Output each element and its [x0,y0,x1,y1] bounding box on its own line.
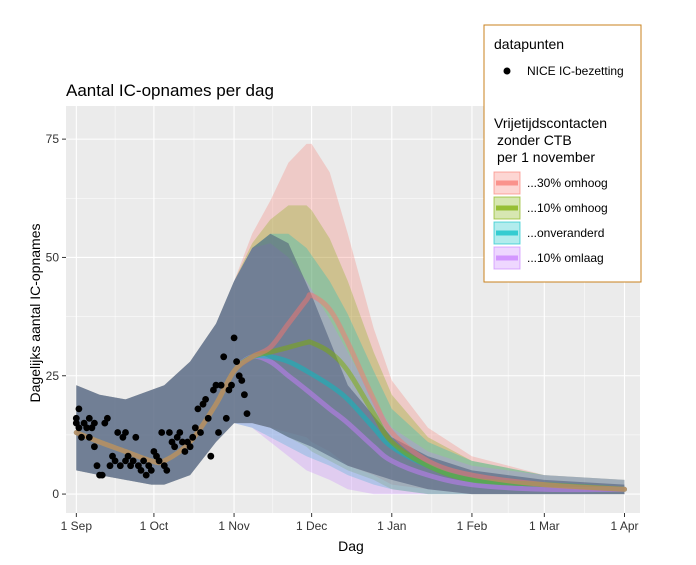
data-point [106,462,114,470]
chart-title: Aantal IC-opnames per dag [66,81,274,100]
data-point [147,467,155,474]
data-point [171,443,179,451]
data-point [191,424,199,432]
x-tick-label: 1 Mar [529,519,560,533]
data-point [207,452,215,460]
data-point [85,433,93,441]
x-tick-label: 1 Sep [61,519,93,533]
data-point [181,448,189,455]
data-point [212,381,220,389]
data-point [179,438,186,446]
data-point [140,457,148,465]
data-point [75,424,83,432]
data-point [189,433,197,441]
data-point [220,353,228,361]
data-point [72,414,80,422]
data-point [158,429,166,436]
x-axis-title: Dag [338,538,364,554]
data-point [111,457,119,465]
observed-points [72,334,251,479]
data-point [137,467,145,474]
legend-scenario-title-line1: Vrijetijdscontacten [494,115,607,131]
data-point [91,419,98,427]
y-tick-label: 50 [46,250,60,264]
x-tick-label: 1 Nov [218,519,249,533]
legend-key-label: ...10% omlaag [527,251,604,265]
x-axis-ticks: 1 Sep 1 Oct 1 Nov 1 Dec 1 Jan 1 Feb 1 Mar 1 Apr [61,513,639,533]
legend-key-label: ...onveranderd [527,226,604,240]
x-tick-label: 1 Dec [296,519,327,533]
legend-point-key [503,67,511,75]
legend-key-label: ...30% omhoog [527,176,608,190]
legend-points-title: datapunten [494,36,564,52]
data-point [129,457,137,465]
data-point [194,405,202,413]
data-point [155,457,163,465]
data-point [241,391,248,399]
data-point [202,396,210,403]
legend-scenario-title-line2: zonder CTB [497,132,572,148]
x-tick-label: 1 Jan [377,519,406,533]
x-tick-label: 1 Apr [610,519,638,533]
data-point [215,429,222,436]
data-point [186,443,194,451]
data-point [83,424,91,432]
data-point [85,414,93,422]
data-point [228,381,235,389]
data-point [114,429,122,436]
data-point [163,467,171,474]
legend-scenario-title-line3: per 1 november [497,149,595,165]
x-tick-label: 1 Oct [140,519,169,533]
data-point [233,358,241,365]
data-point [93,462,101,470]
y-axis-ticks: 0 25 50 75 [46,132,66,501]
y-tick-label: 0 [52,487,59,501]
legend-scenario-keys: ...30% omhoog ...10% omhoog ...onveranderd… [493,171,608,270]
y-tick-label: 25 [46,369,60,383]
data-point [204,414,212,422]
data-point [124,452,132,460]
data-point [166,429,173,436]
data-point [238,377,246,384]
data-point [197,429,204,436]
y-axis-title: Dagelijks aantal IC-opnames [27,224,43,403]
y-tick-label: 75 [46,132,60,146]
data-point [78,433,85,441]
data-point [75,405,83,413]
legend-point-label: NICE IC-bezetting [527,64,624,78]
data-point [142,471,150,479]
data-point [243,410,251,417]
data-point [217,381,225,389]
legend-box [483,24,642,283]
data-point [98,471,106,479]
data-point [176,429,184,436]
x-tick-label: 1 Feb [457,519,488,533]
data-point [116,462,124,470]
common-uncertainty-band [76,233,625,495]
data-point [222,414,230,422]
legend-key-label: ...10% omhoog [527,201,608,215]
legend: datapunten NICE IC-bezetting Vrijetijdsc… [483,24,642,283]
data-point [104,414,111,422]
data-point [132,433,140,441]
data-point [91,443,98,451]
data-point [230,334,238,342]
data-point [122,429,129,436]
